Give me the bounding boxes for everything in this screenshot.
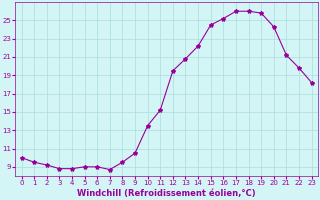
X-axis label: Windchill (Refroidissement éolien,°C): Windchill (Refroidissement éolien,°C) — [77, 189, 256, 198]
